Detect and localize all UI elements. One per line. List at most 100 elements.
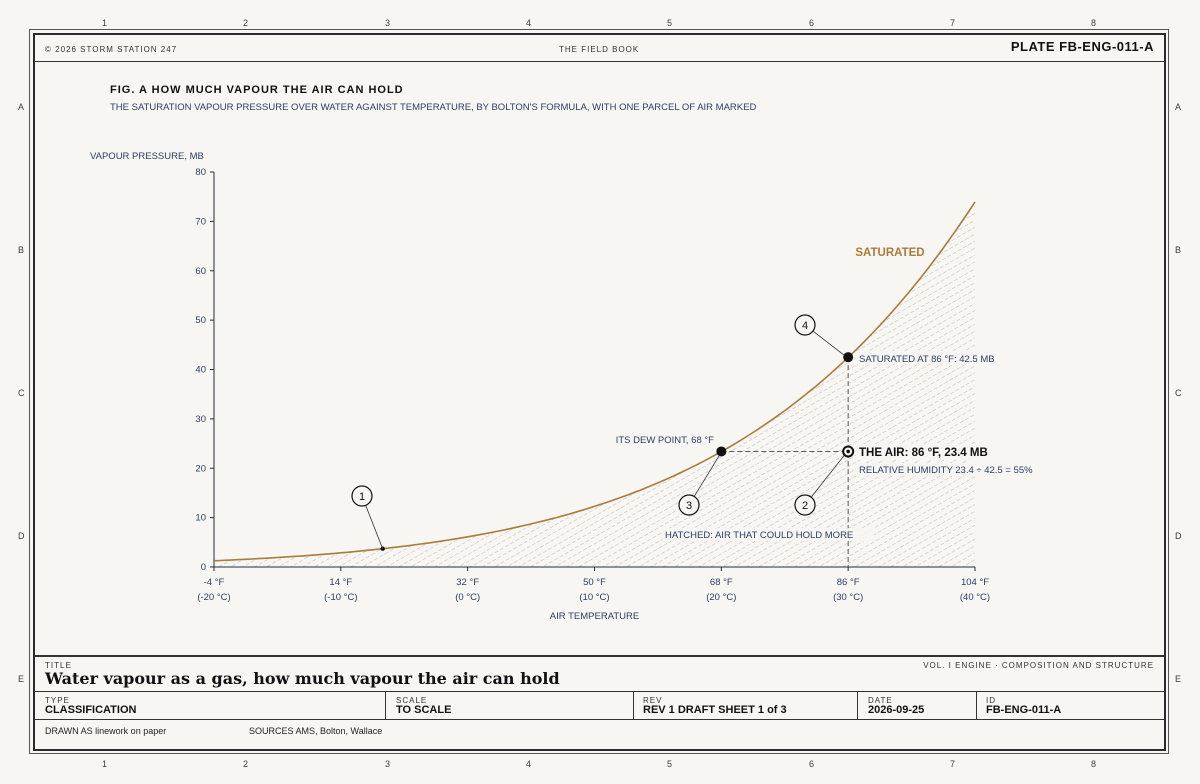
grid-col-top: 1 (102, 18, 108, 28)
saturated-label: SATURATED AT 86 °F: 42.5 MB (859, 354, 995, 365)
header-divider (35, 61, 1164, 62)
y-tick-label: 60 (195, 266, 206, 277)
figure-subtitle: THE SATURATION VAPOUR PRESSURE OVER WATE… (110, 102, 757, 113)
dew-point-label: ITS DEW POINT, 68 °F (616, 435, 714, 446)
x-tick-label-c: (-10 °C) (324, 592, 357, 603)
grid-col-bottom: 2 (243, 759, 249, 769)
callout-leader (693, 455, 720, 497)
sheet-title: Water vapour as a gas, how much vapour t… (45, 669, 560, 688)
vapour-pressure-chart: VAPOUR PRESSURE, MB AIR TEMPERATURE 0 10 20… (90, 151, 1038, 622)
grid-row-left: B (18, 245, 25, 255)
callout-number: 4 (802, 320, 808, 332)
rev-label: REV (643, 696, 663, 705)
copyright-text: © 2026 STORM STATION 247 (45, 45, 178, 54)
grid-col-top: 3 (385, 18, 391, 28)
date-label: DATE (868, 696, 893, 705)
grid-col-bottom: 4 (526, 759, 532, 769)
inner-border (33, 33, 1166, 751)
titleblock-col-line (857, 691, 858, 719)
curve-label: SATURATED (855, 247, 924, 259)
label-backing (856, 444, 993, 460)
label-backing (856, 351, 998, 364)
air-parcel-center (846, 449, 850, 454)
grid-row-left: C (18, 388, 25, 398)
volume-text: VOL. I ENGINE · COMPOSITION AND STRUCTUR… (923, 661, 1154, 670)
scale-label: SCALE (396, 696, 428, 705)
x-tick-label-f: 86 °F (837, 577, 860, 588)
grid-row-right: C (1175, 388, 1182, 398)
grid-col-bottom: 8 (1091, 759, 1097, 769)
y-tick-label: 0 (201, 562, 206, 573)
callout-circle (678, 494, 700, 516)
grid-col-bottom: 6 (809, 759, 815, 769)
id-label: ID (986, 696, 996, 705)
sources-text: SOURCES AMS, Bolton, Wallace (249, 726, 383, 736)
x-tick-label-c: (40 °C) (960, 592, 990, 603)
x-tick-label-f: 104 °F (961, 577, 989, 588)
grid-row-left: A (18, 102, 25, 112)
grid-col-bottom: 7 (950, 759, 956, 769)
saturated-point (843, 352, 854, 363)
date-value: 2026-09-25 (868, 704, 925, 716)
grid-row-left: D (18, 531, 25, 541)
y-tick-label: 70 (195, 216, 206, 227)
y-tick-label: 30 (195, 414, 206, 425)
drawn-text: DRAWN AS linework on paper (45, 726, 167, 736)
grid-col-top: 7 (950, 18, 956, 28)
hatch-label: HATCHED: AIR THAT COULD HOLD MORE (665, 530, 853, 541)
callout-number: 3 (686, 500, 692, 512)
x-tick-label-f: 14 °F (329, 577, 352, 588)
y-tick-label: 80 (195, 167, 206, 178)
callout-number: 1 (359, 491, 365, 503)
x-tick-label-f: 32 °F (456, 577, 479, 588)
grid-row-right: B (1175, 245, 1182, 255)
x-tick-label-c: (0 °C) (455, 592, 480, 603)
grid-row-right: E (1175, 674, 1182, 684)
y-tick-label: 40 (195, 365, 206, 376)
x-tick-label-c: (10 °C) (579, 592, 609, 603)
grid-col-top: 6 (809, 18, 815, 28)
x-axis-label: AIR TEMPERATURE (550, 611, 639, 622)
grid-col-bottom: 3 (385, 759, 391, 769)
y-tick-label: 10 (195, 513, 206, 524)
grid-col-top: 5 (667, 18, 673, 28)
y-tick-label: 20 (195, 463, 206, 474)
id-value: FB-ENG-011-A (986, 704, 1062, 716)
callout-number: 2 (802, 500, 808, 512)
title-label: TITLE (45, 661, 72, 670)
type-label: TYPE (45, 696, 70, 705)
callout-leader (365, 505, 384, 549)
x-tick-label-c: (20 °C) (706, 592, 736, 603)
x-tick-label-f: 68 °F (710, 577, 733, 588)
callout-leader (812, 330, 845, 356)
book-title: THE FIELD BOOK (559, 45, 640, 54)
y-tick-label: 50 (195, 315, 206, 326)
air-parcel-label: THE AIR: 86 °F, 23.4 MB (859, 447, 988, 459)
grid-row-right: D (1175, 531, 1182, 541)
outer-border (29, 29, 1169, 754)
figure-title: FIG. A HOW MUCH VAPOUR THE AIR CAN HOLD (110, 84, 404, 96)
label-backing (662, 528, 874, 541)
type-value: CLASSIFICATION (45, 704, 137, 716)
titleblock-col-line (976, 691, 977, 719)
titleblock-col-line (385, 691, 386, 719)
grid-row-right: A (1175, 102, 1182, 112)
hatched-area (214, 201, 975, 567)
label-backing (856, 463, 1038, 476)
titleblock-row-line (35, 719, 1164, 720)
grid-row-left: E (18, 674, 25, 684)
titleblock-row-line (35, 691, 1164, 692)
grid-col-top: 8 (1091, 18, 1097, 28)
rev-value: REV 1 DRAFT SHEET 1 of 3 (643, 704, 787, 716)
x-tick-label-f: -4 °F (204, 577, 225, 588)
callout-leader (810, 455, 845, 498)
plate-number: PLATE FB-ENG-011-A (1010, 39, 1154, 54)
grid-col-top: 2 (243, 18, 249, 28)
dew-point (716, 446, 727, 457)
grid-col-bottom: 5 (667, 759, 673, 769)
grid-col-bottom: 1 (102, 759, 108, 769)
relative-humidity-label: RELATIVE HUMIDITY 23.4 ÷ 42.5 = 55% (859, 465, 1033, 476)
x-tick-label-c: (30 °C) (833, 592, 863, 603)
callout-circle (351, 485, 373, 507)
x-tick-label-f: 50 °F (583, 577, 606, 588)
